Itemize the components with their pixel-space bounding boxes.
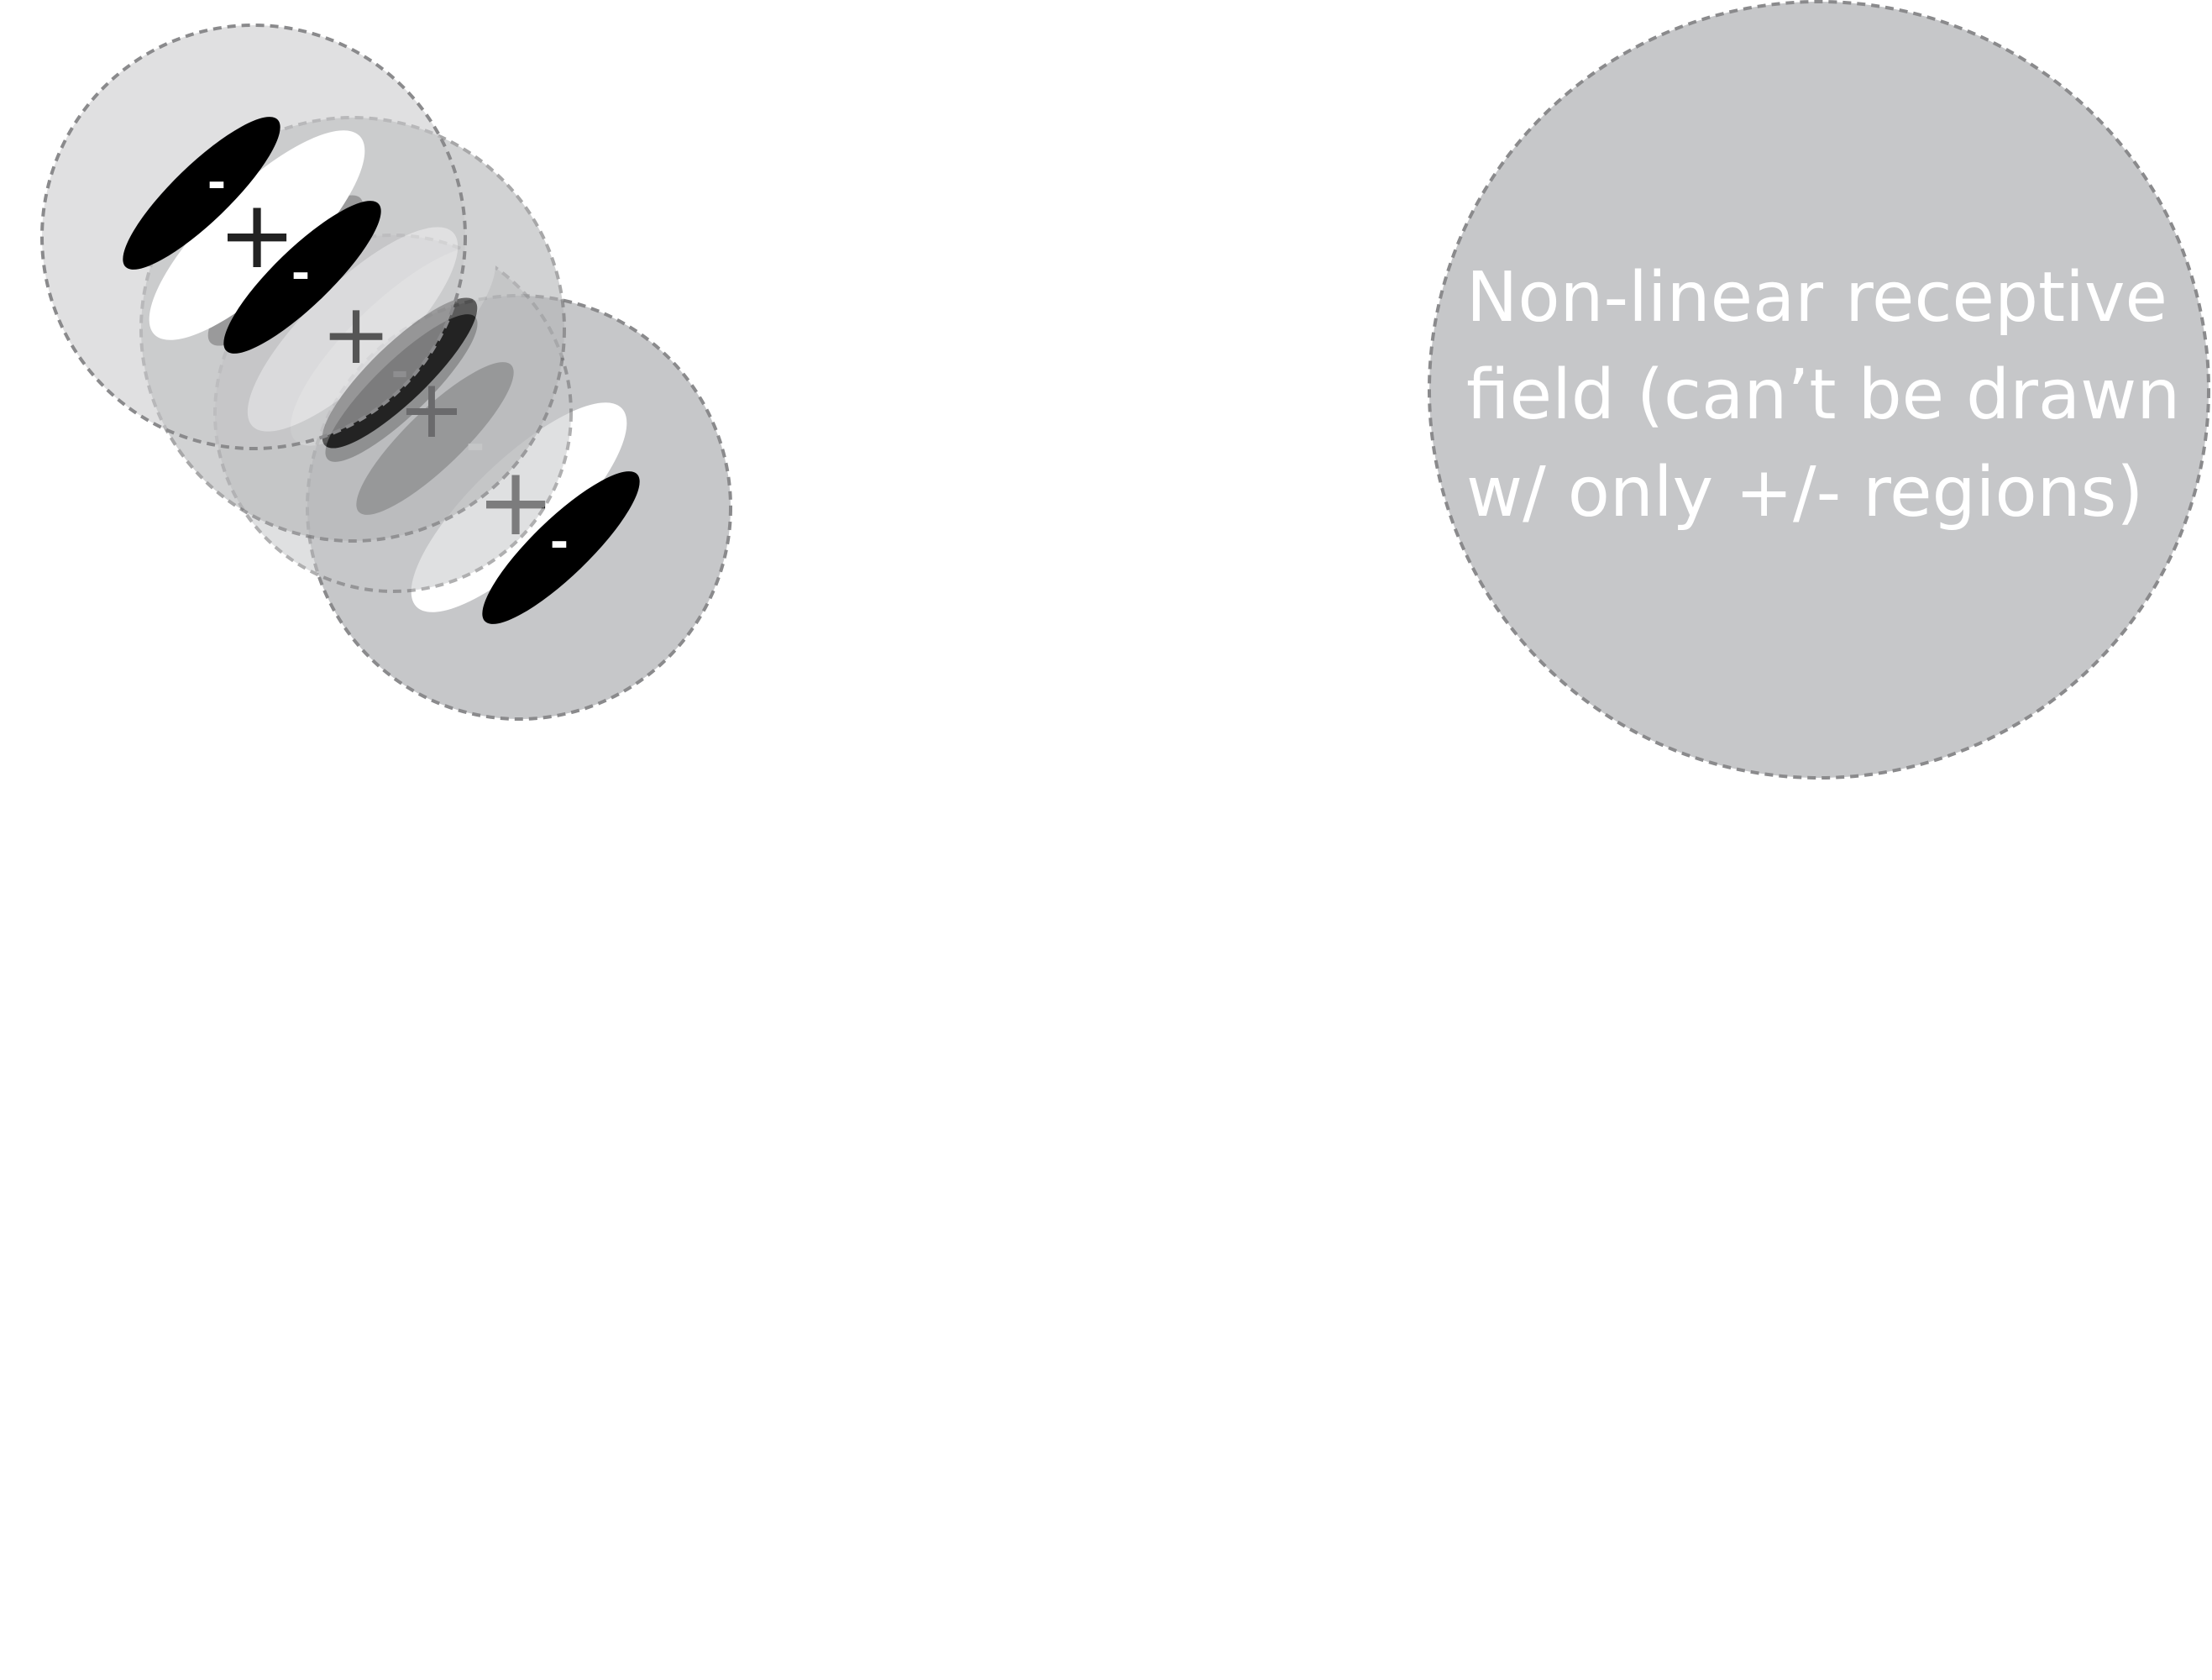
caption-line-3: w/ only +/- regions) (1466, 453, 2143, 533)
off-region-1b (223, 201, 381, 354)
off-region-4b (482, 471, 640, 624)
minus-sign-1b: - (291, 247, 310, 300)
minus-sign-2: - (391, 348, 409, 396)
caption-line-2: field (can’t be drawn (1466, 355, 2180, 435)
minus-sign-4b: - (550, 516, 569, 569)
off-region-1a (123, 117, 280, 270)
caption-line-1: Non-linear receptive (1466, 258, 2167, 338)
linear-receptive-field-1: - + - + - + (40, 24, 467, 456)
plus-sign-1: + (218, 181, 296, 290)
on-region-1 (149, 130, 365, 340)
plus-sign-2: + (321, 285, 391, 383)
nonlinear-receptive-field: Non-linear receptive field (can’t be dra… (1428, 0, 2210, 780)
plus-sign-3: + (398, 362, 465, 456)
nonlinear-field-surround (1428, 0, 2210, 780)
minus-sign-1a: - (207, 156, 226, 209)
